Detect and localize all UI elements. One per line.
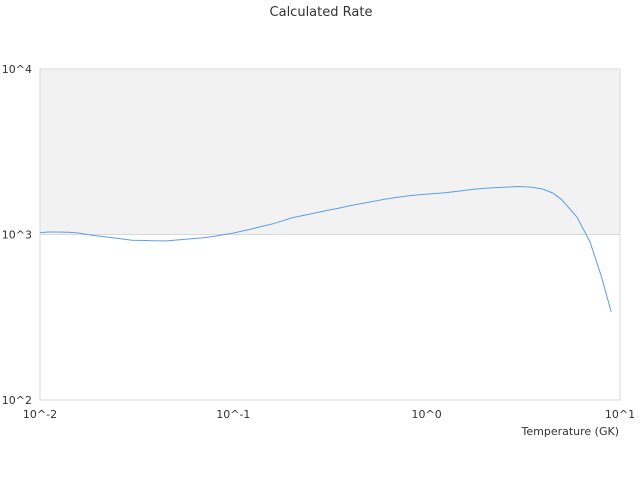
y-tick-label: 10^4 [2,63,32,76]
y-tick-label: 10^2 [2,394,32,407]
shaded-band [39,68,621,235]
rate-line [39,185,612,313]
x-tick-label: 10^-2 [23,408,57,421]
x-tick-label: 10^-1 [216,408,250,421]
x-axis-label: Temperature (GK) [521,425,620,438]
chart-title: Calculated Rate [270,5,373,20]
plot-area [39,68,621,401]
x-tick-label: 10^0 [412,408,442,421]
x-tick-label: 10^1 [605,408,635,421]
y-tick-label: 10^3 [2,229,32,242]
